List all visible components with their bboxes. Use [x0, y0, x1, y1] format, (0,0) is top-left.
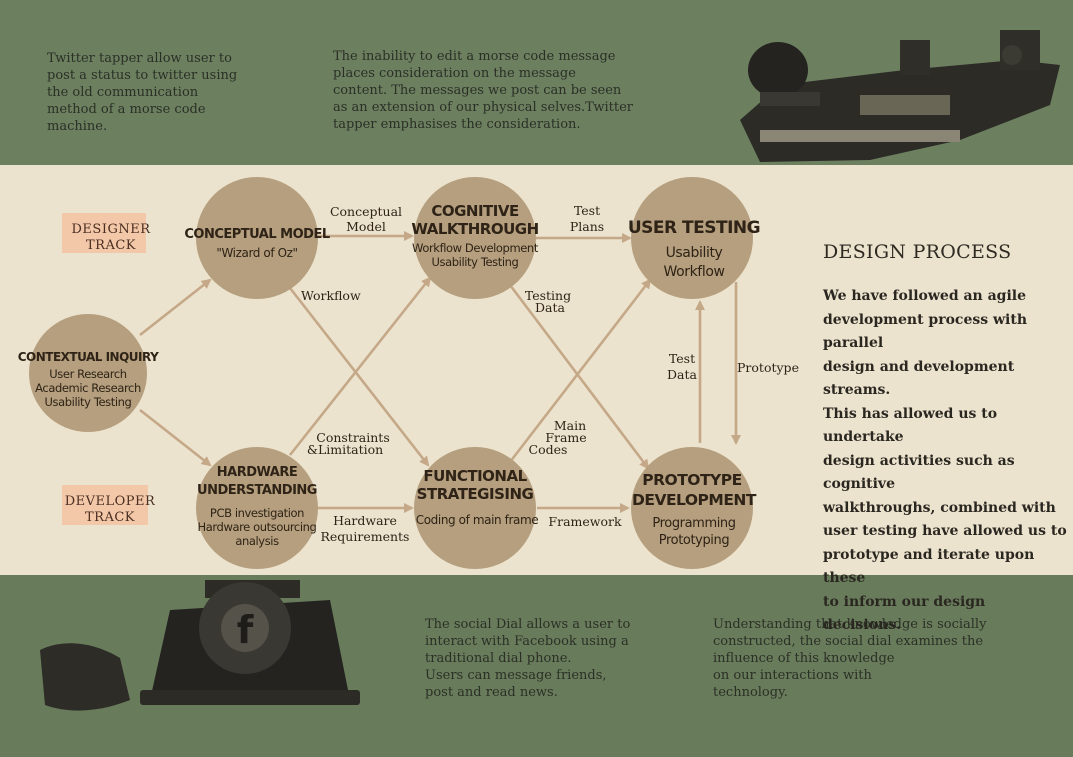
- node-hardware-understanding: HARDWARE UNDERSTANDING PCB investigation…: [196, 447, 318, 569]
- edge-label-hardware-requirements: Requirements: [321, 529, 410, 544]
- diagram-band: [0, 165, 1073, 575]
- developer-track-badge: [62, 485, 148, 525]
- edge-label-framework: Framework: [548, 514, 622, 529]
- node-subtitle: Programming: [652, 516, 735, 531]
- edge-label-constraints: &Limitation: [307, 442, 383, 457]
- edge-label-test-plans: Plans: [570, 219, 604, 234]
- design-process-title: DESIGN PROCESS: [823, 241, 1012, 263]
- edge-label-main-frame-codes: Main: [554, 418, 586, 433]
- node-subtitle: Workflow: [663, 264, 724, 280]
- rotary-phone-icon: f: [40, 580, 360, 711]
- edge-label-conceptual-model: Model: [346, 219, 386, 234]
- node-title: CONTEXTUAL INQUIRY: [18, 350, 159, 364]
- facebook-icon: f: [237, 608, 254, 652]
- node-cognitive-walkthrough: COGNITIVE WALKTHROUGH Workflow Developme…: [411, 177, 539, 299]
- edge-label-hardware-requirements: Hardware: [333, 513, 397, 528]
- edge-label-test-data: Test: [669, 351, 695, 366]
- node-subtitle: PCB investigation: [210, 506, 304, 520]
- node-subtitle: Usability Testing: [432, 255, 519, 269]
- node-title: CONCEPTUAL MODEL: [184, 227, 329, 242]
- edge-label-testing-data: Data: [535, 300, 565, 315]
- social-dial-intro: The social Dial allows a user to interac…: [425, 617, 631, 700]
- node-user-testing: USER TESTING Usability Workflow: [628, 177, 761, 299]
- twitter-tapper-intro: Twitter tapper allow user to post a stat…: [47, 51, 238, 134]
- design-process-body: We have followed an agile development pr…: [823, 288, 1067, 633]
- node-conceptual-model: CONCEPTUAL MODEL "Wizard of Oz": [184, 177, 330, 299]
- node-subtitle: Workflow Development: [412, 241, 539, 255]
- node-prototype-development: PROTOTYPE DEVELOPMENT Programming Protot…: [631, 447, 757, 569]
- node-subtitle: Coding of main frame: [416, 513, 538, 527]
- designer-track-label-1: DESIGNER: [72, 222, 152, 237]
- node-subtitle: User Research: [49, 367, 127, 381]
- node-title: DEVELOPMENT: [632, 491, 757, 509]
- edge-label-test-plans: Test: [574, 203, 600, 218]
- node-title: STRATEGISING: [417, 485, 534, 503]
- node-subtitle: Prototyping: [659, 533, 730, 548]
- edge-label-constraints: Constraints: [316, 430, 390, 445]
- diagram-arrows: [139, 231, 741, 513]
- edge-label-main-frame-codes: Frame: [545, 430, 586, 445]
- edge-label-test-data: Data: [667, 367, 697, 382]
- designer-track-label-2: TRACK: [86, 238, 136, 253]
- node-subtitle: Academic Research: [35, 381, 141, 395]
- twitter-tapper-rationale: The inability to edit a morse code messa…: [333, 49, 634, 132]
- node-title: USER TESTING: [628, 218, 760, 238]
- developer-track-label-2: TRACK: [85, 510, 135, 525]
- edge-label-workflow: Workflow: [301, 288, 361, 303]
- node-title: UNDERSTANDING: [197, 483, 317, 498]
- node-subtitle: Hardware outsourcing: [198, 520, 317, 534]
- node-title: COGNITIVE: [431, 202, 519, 220]
- node-subtitle: Usability: [666, 245, 723, 261]
- edge-label-prototype: Prototype: [737, 360, 799, 375]
- edge-label-testing-data: Testing: [525, 288, 571, 303]
- developer-track-label-1: DEVELOPER: [65, 494, 156, 509]
- node-title: HARDWARE: [217, 465, 297, 480]
- social-dial-rationale: Understanding that knowledge is socially…: [713, 617, 987, 700]
- designer-track-badge: [62, 213, 146, 253]
- node-functional-strategising: FUNCTIONAL STRATEGISING Coding of main f…: [414, 447, 539, 569]
- edge-label-main-frame-codes: Codes: [529, 442, 568, 457]
- node-title: PROTOTYPE: [642, 471, 741, 489]
- edge-label-conceptual-model: Conceptual: [330, 204, 402, 219]
- node-title: FUNCTIONAL: [423, 467, 527, 485]
- node-subtitle: analysis: [235, 534, 279, 548]
- node-subtitle: Usability Testing: [45, 395, 132, 409]
- node-contextual-inquiry: CONTEXTUAL INQUIRY User Research Academi…: [18, 314, 160, 432]
- node-title: WALKTHROUGH: [411, 220, 538, 238]
- node-subtitle: "Wizard of Oz": [216, 246, 297, 260]
- telegraph-key-icon: [740, 30, 1060, 162]
